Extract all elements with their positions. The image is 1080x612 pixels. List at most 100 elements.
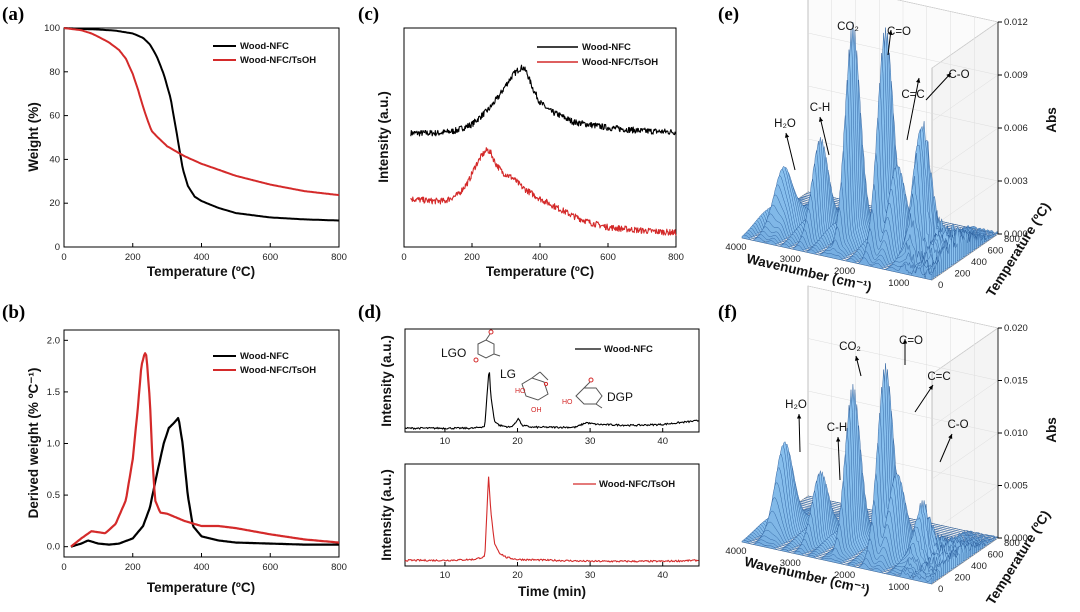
y-tick-label: 0.5: [47, 490, 60, 501]
panel-c-legend: Wood-NFC Wood-NFC/TsOH: [537, 42, 658, 68]
lg-oh-label: OH: [531, 407, 542, 414]
panel-a-ylabel: Weight (%): [26, 102, 41, 172]
grid-line: [807, 285, 999, 329]
x-tick-label: 10: [440, 436, 451, 447]
panel-b: (b) 0 200 400 600 800 0.0 0.5 1.0 1.5 2.0 Wood-NF…: [2, 302, 347, 595]
x-tick-label: 20: [512, 436, 523, 447]
peak-annotation: C=O: [899, 335, 923, 347]
annotation-arrow: [906, 77, 920, 141]
arrow-head-icon: [948, 434, 953, 439]
legend-wood-nfc-tsoh-label: Wood-NFC/TsOH: [240, 365, 316, 376]
surface-ridge: [759, 387, 950, 573]
z-tick-label: 0.012: [1004, 17, 1028, 28]
surface-ridge: [763, 22, 954, 266]
surface-ridge: [757, 412, 948, 574]
panel-d: (d) 10 20 30 40 10 20 30 40 HO OH HO LGO LG DGP…: [358, 302, 700, 599]
annotation-arrow: [925, 72, 952, 101]
annotation-arrow: [785, 132, 796, 171]
lg-ho-label: HO: [515, 388, 526, 395]
grid-line: [807, 390, 999, 434]
arrow-head-icon: [854, 356, 860, 361]
y-tick-label: 80: [49, 67, 60, 78]
z-tick-label: 0.009: [1004, 70, 1028, 81]
grid-line: [807, 85, 999, 129]
x-tick-label: 400: [194, 562, 210, 573]
surface-ridge: [763, 363, 954, 570]
surface-ridge: [761, 369, 952, 571]
x-tick-label: 800: [668, 252, 684, 263]
annotation-arrow: [819, 116, 830, 156]
y-tick-label: 60: [49, 111, 60, 122]
x-tick-label: 1000: [888, 582, 909, 593]
panel-b-legend: Wood-NFC Wood-NFC/TsOH: [213, 351, 316, 376]
panel-c-xlabel: Temperature (ºC): [486, 264, 594, 279]
y-tick-label: 200: [955, 573, 971, 584]
panel-b-ylabel: Derived weight (% ºC⁻¹): [26, 368, 41, 519]
panel-a-label: (a): [2, 4, 24, 25]
x-tick-label: 40: [657, 436, 668, 447]
panel-d-xlabel: Time (min): [518, 584, 586, 599]
panel-a-legend: Wood-NFC Wood-NFC/TsOH: [213, 41, 316, 66]
x-tick-label: 2000: [834, 570, 855, 581]
panel-f-label: (f): [718, 302, 737, 323]
y-tick-label: 0: [938, 584, 943, 595]
annotation-arrow: [837, 436, 841, 481]
legend-wood-nfc-tsoh-label: Wood-NFC/TsOH: [599, 479, 675, 490]
x-tick-label: 4000: [725, 546, 746, 557]
lg-annotation: LG: [500, 367, 516, 381]
annotation-arrow: [914, 384, 934, 413]
z-tick-label: 0.000: [1004, 533, 1028, 544]
peak-annotation: C-O: [947, 419, 968, 431]
z-tick-label: 0.015: [1004, 376, 1028, 387]
y-tick-label: 40: [49, 154, 60, 165]
grid-line: [931, 432, 999, 480]
legend-wood-nfc-tsoh-label: Wood-NFC/TsOH: [582, 57, 658, 68]
surface-ridge: [766, 386, 958, 567]
arrow-head-icon: [818, 117, 824, 122]
peak-annotation: C-H: [827, 422, 847, 434]
x-tick-label: 400: [532, 252, 548, 263]
x-tick-label: 40: [657, 570, 668, 581]
lgo-annotation: LGO: [441, 346, 466, 360]
x-tick-label: 0: [61, 252, 66, 263]
y-tick-label: 400: [971, 561, 987, 572]
y-tick-label: 800: [1004, 538, 1020, 549]
annotation-arrow: [939, 433, 953, 463]
y-tick-label: 20: [49, 198, 60, 209]
x-tick-label: 10: [440, 570, 451, 581]
panel-c: (c) 0 200 400 600 800 Wood-NFC Wood-NFC/TsOH…: [358, 4, 684, 279]
legend-wood-nfc-label: Wood-NFC: [240, 351, 289, 362]
arrow-head-icon: [796, 414, 802, 419]
x-tick-label: 400: [194, 252, 210, 263]
dgp-annotation: DGP: [607, 390, 633, 404]
x-tick-label: 600: [262, 562, 278, 573]
series-line-wood-nfc: [70, 417, 340, 548]
peak-annotation: CO₂: [837, 21, 859, 33]
x-tick-label: 800: [331, 562, 347, 573]
arrow-head-icon: [946, 73, 951, 78]
peak-annotation: C=O: [887, 26, 911, 38]
grid-line: [931, 485, 999, 532]
x-tick-label: 30: [585, 436, 596, 447]
series-line-wood-nfc: [404, 372, 699, 430]
z-tick-label: 0.005: [1004, 481, 1028, 492]
surface-ridge: [747, 529, 939, 581]
peak-annotation: CO₂: [839, 341, 861, 353]
y-tick-label: 100: [44, 23, 60, 34]
panel-d-label: (d): [358, 302, 381, 323]
surface-ridge: [765, 369, 956, 569]
grid-line: [807, 32, 999, 76]
panel-b-xlabel: Temperature (ºC): [147, 580, 255, 595]
panel-e-zlabel: Abs: [1044, 107, 1059, 133]
panel-e-label: (e): [718, 4, 739, 25]
arrow-head-icon: [928, 385, 933, 390]
surface-ridge: [745, 535, 937, 582]
x-tick-label: 0: [61, 562, 66, 573]
grid-line: [931, 380, 999, 427]
surface-ridge: [741, 234, 933, 281]
peak-annotation: C=C: [901, 89, 924, 101]
y-tick-label: 0: [55, 242, 60, 253]
x-tick-label: 2000: [834, 266, 855, 277]
